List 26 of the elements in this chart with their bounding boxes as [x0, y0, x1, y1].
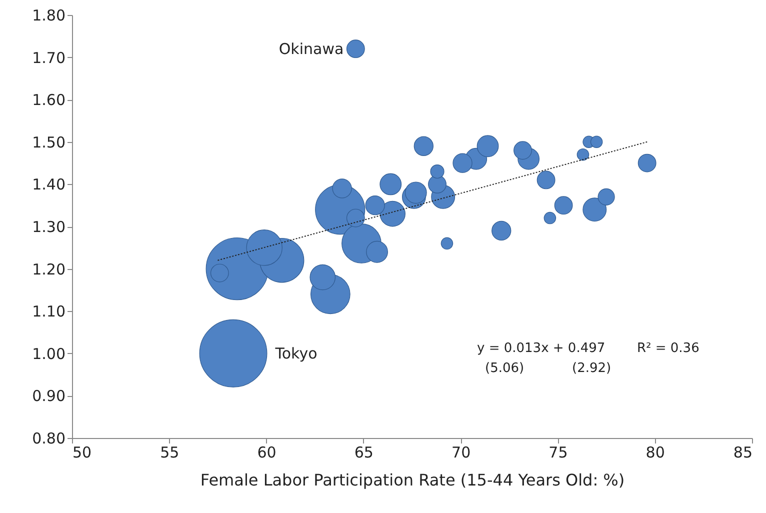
x-tick-label: 85 [733, 444, 752, 462]
y-tick-label: 1.10 [32, 302, 66, 321]
y-tick-label: 1.20 [32, 260, 66, 278]
annotation: (5.06) [485, 361, 524, 376]
y-tick-label: 1.80 [32, 6, 66, 24]
annotation: Tokyo [274, 344, 318, 362]
y-tick-label: 1.50 [32, 133, 66, 152]
y-tick-label: 1.40 [32, 176, 66, 194]
y-tick-label: 1.60 [32, 91, 66, 110]
y-tick-label: 0.90 [32, 387, 66, 406]
x-axis-title: Female Labor Participation Rate (15-44 Years Old: %) [200, 470, 625, 490]
annotation: Okinawa [278, 40, 344, 58]
y-tick-label: 0.80 [32, 430, 66, 448]
x-tick-label: 60 [257, 444, 276, 462]
x-tick-label: 80 [646, 444, 665, 462]
x-tick-label: 75 [548, 444, 568, 462]
y-tick-label: 1.70 [32, 48, 66, 67]
y-tick-label: 1.30 [32, 218, 66, 236]
x-tick-label: 65 [354, 444, 374, 462]
annotation: (2.92) [572, 361, 612, 376]
annotation: R² = 0.36 [637, 341, 700, 356]
y-tick-label: 1.00 [32, 344, 66, 363]
annotation: y = 0.013x + 0.497 [477, 341, 606, 356]
x-tick-label: 70 [452, 444, 471, 462]
x-tick-label: 50 [72, 444, 92, 462]
x-tick-label: 55 [160, 444, 180, 462]
